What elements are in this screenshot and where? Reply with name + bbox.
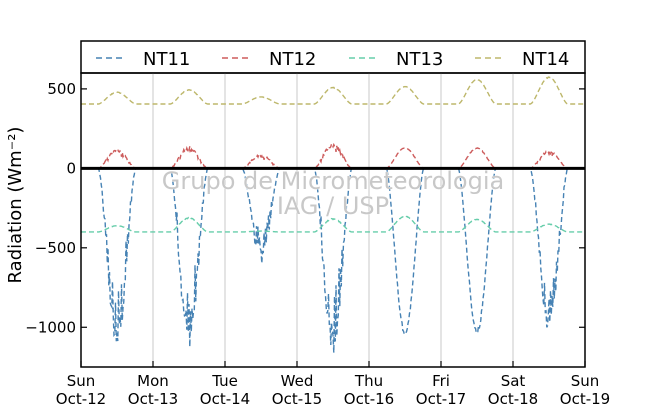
legend-box (80, 40, 586, 74)
legend-label-nt14: NT14 (522, 49, 569, 70)
y-axis-label: Radiation (Wm⁻²) (5, 127, 26, 284)
y-axis: 500 0 −500 −1000 (25, 80, 585, 336)
x-tick-date: Oct-18 (488, 390, 538, 408)
watermark-line-1: Grupo de Micrometeorologia (162, 167, 504, 195)
legend-label-nt11: NT11 (143, 49, 190, 70)
x-axis: SunOct-12MonOct-13TueOct-14WedOct-15ThuO… (56, 361, 610, 408)
series-line-nt13 (81, 215, 585, 233)
series-line-nt12 (81, 141, 585, 170)
legend-label-nt12: NT12 (269, 49, 316, 70)
x-tick-day: Sun (67, 372, 96, 390)
y-tick-label: 500 (47, 80, 76, 98)
y-tick-label: −500 (35, 239, 76, 257)
x-tick-day: Thu (354, 372, 383, 390)
grid (152, 73, 514, 367)
x-tick-date: Oct-14 (200, 390, 250, 408)
legend-label-nt13: NT13 (396, 49, 443, 70)
x-tick-day: Wed (281, 372, 314, 390)
x-tick-day: Fri (432, 372, 450, 390)
y-tick-label: −1000 (25, 318, 76, 336)
plot-frame (80, 72, 586, 368)
legend: NT11 NT12 NT13 NT14 (96, 49, 569, 70)
x-tick-day: Sun (571, 372, 600, 390)
x-tick-day: Tue (211, 372, 238, 390)
x-tick-day: Mon (137, 372, 169, 390)
x-tick-date: Oct-13 (128, 390, 178, 408)
x-tick-date: Oct-19 (560, 390, 610, 408)
x-tick-date: Oct-16 (344, 390, 394, 408)
series-line-nt14 (81, 76, 585, 105)
y-tick-label: 0 (66, 159, 76, 177)
x-tick-date: Oct-12 (56, 390, 106, 408)
x-tick-date: Oct-15 (272, 390, 322, 408)
x-tick-date: Oct-17 (416, 390, 466, 408)
series-line-nt11 (81, 167, 585, 353)
watermark-line-2: IAG / USP (277, 192, 389, 220)
x-tick-day: Sat (501, 372, 526, 390)
